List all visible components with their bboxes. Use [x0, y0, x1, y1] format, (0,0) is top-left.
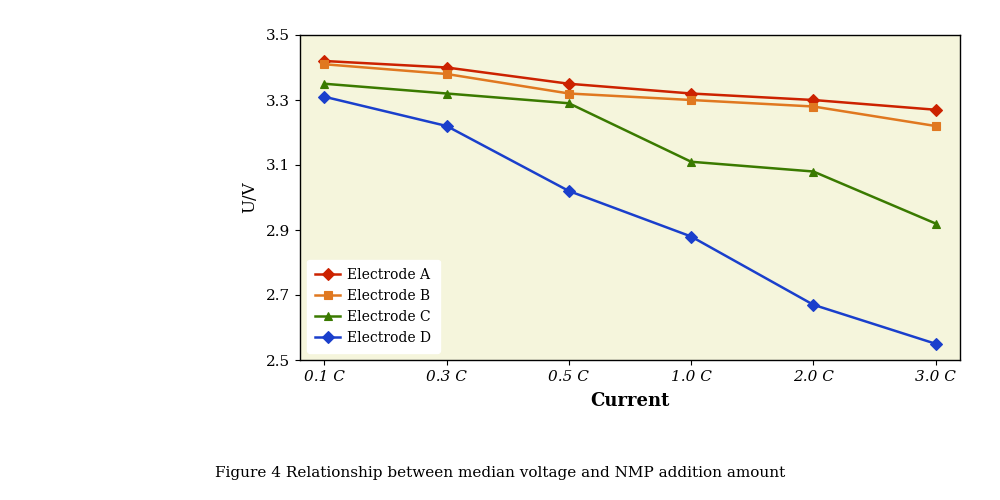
Electrode A — [563, 80, 575, 87]
Electrode D — [441, 123, 453, 129]
Electrode C — [318, 80, 330, 87]
Electrode C — [441, 90, 453, 96]
Electrode B — [441, 71, 453, 77]
Electrode B — [807, 104, 819, 110]
Electrode A — [685, 90, 697, 96]
Electrode A — [441, 64, 453, 70]
Text: Figure 4 Relationship between median voltage and NMP addition amount: Figure 4 Relationship between median vol… — [215, 466, 785, 480]
Line: Electrode A: Electrode A — [320, 57, 940, 114]
Electrode D — [685, 234, 697, 239]
Electrode A — [318, 58, 330, 64]
Electrode C — [563, 100, 575, 106]
Legend: Electrode A, Electrode B, Electrode C, Electrode D: Electrode A, Electrode B, Electrode C, E… — [307, 260, 440, 353]
Electrode B — [563, 90, 575, 96]
Line: Electrode D: Electrode D — [320, 92, 940, 348]
Electrode B — [318, 61, 330, 67]
Electrode C — [807, 168, 819, 174]
Electrode D — [563, 188, 575, 194]
Line: Electrode B: Electrode B — [320, 60, 940, 130]
Electrode B — [685, 97, 697, 103]
Electrode C — [685, 159, 697, 165]
Electrode D — [930, 341, 942, 347]
Electrode C — [930, 220, 942, 226]
X-axis label: Current: Current — [590, 392, 670, 410]
Electrode D — [807, 302, 819, 308]
Electrode D — [318, 94, 330, 100]
Electrode A — [930, 107, 942, 113]
Line: Electrode C: Electrode C — [320, 80, 940, 228]
Electrode A — [807, 97, 819, 103]
Electrode B — [930, 123, 942, 129]
Y-axis label: U/V: U/V — [241, 182, 258, 214]
